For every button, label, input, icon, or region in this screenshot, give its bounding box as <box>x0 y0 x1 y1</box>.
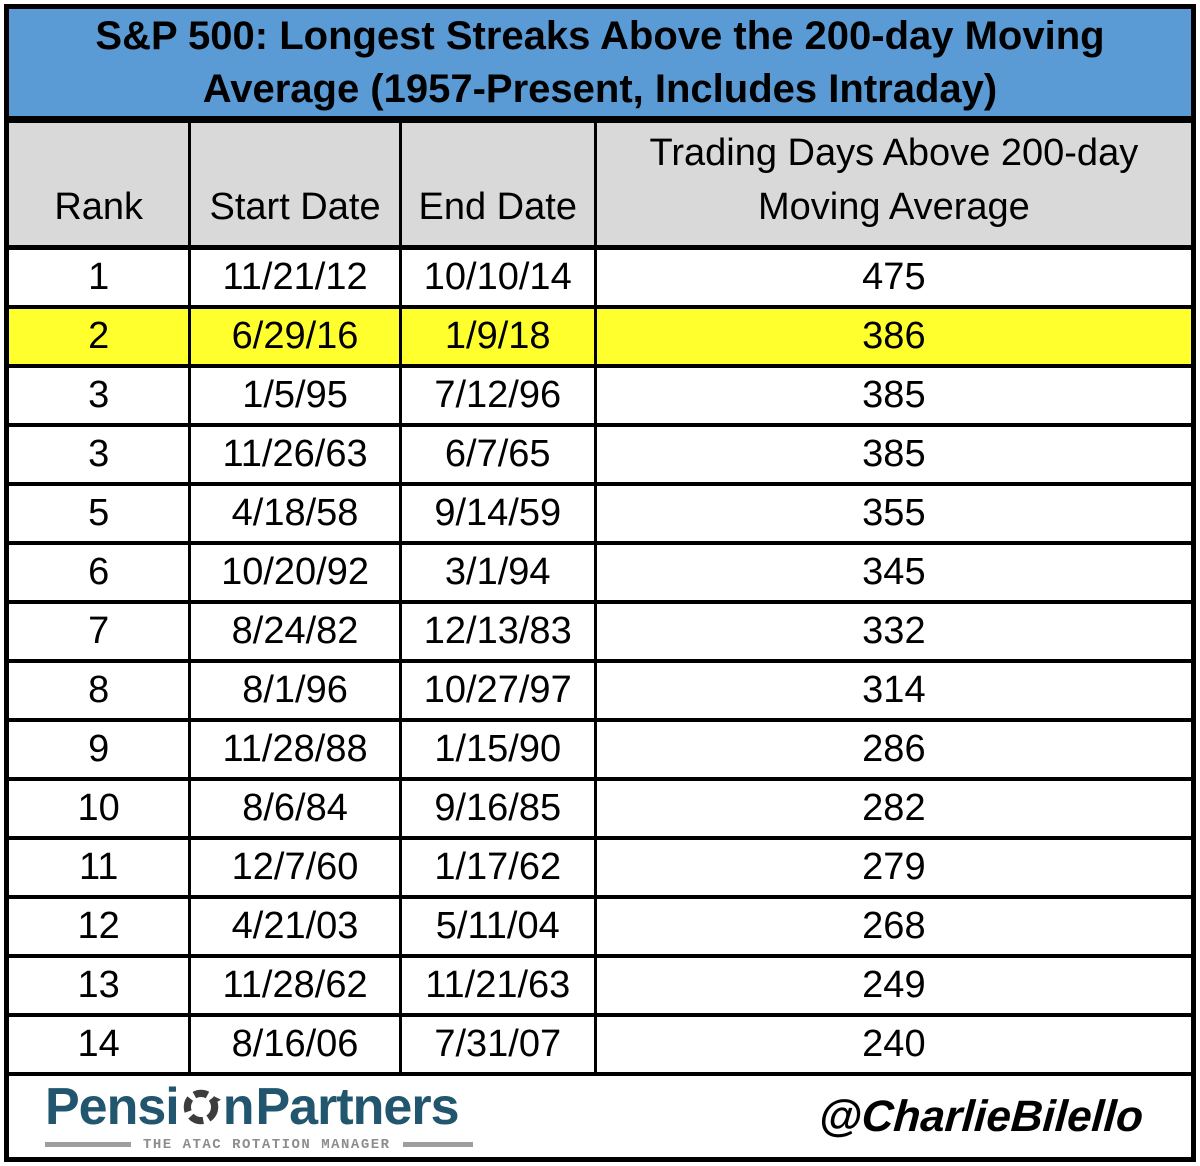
days-cell: 249 <box>593 954 1191 1017</box>
start-date-cell: 11/26/63 <box>188 423 402 486</box>
trading-days-header-line1: Trading Days Above 200-day <box>649 132 1139 175</box>
rank-cell: 7 <box>9 600 192 663</box>
end-date-cell: 6/7/65 <box>398 423 597 486</box>
days-cell: 332 <box>593 600 1191 663</box>
rank-cell: 1 <box>9 245 192 309</box>
days-cell: 240 <box>593 1013 1191 1076</box>
end-date-cell: 10/27/97 <box>398 659 597 722</box>
days-cell: 385 <box>593 423 1191 486</box>
start-date-cell: 8/1/96 <box>188 659 402 722</box>
rank-column-header: Rank <box>9 120 192 250</box>
tagline-right-rule <box>402 1142 473 1147</box>
rank-cell: 10 <box>9 777 192 840</box>
table-row: 1 11/21/12 10/10/14 475 <box>9 245 1191 309</box>
end-date-cell: 12/13/83 <box>398 600 597 663</box>
logo-text-part3: Partners <box>255 1077 460 1136</box>
end-date-cell: 7/12/96 <box>398 364 597 427</box>
table-row: 8 8/1/96 10/27/97 314 <box>9 659 1191 722</box>
tagline-left-rule <box>45 1142 131 1147</box>
rank-cell: 12 <box>9 895 192 958</box>
end-date-column-header: End Date <box>398 120 597 250</box>
start-date-cell: 11/28/62 <box>188 954 402 1017</box>
rotation-arrows-icon <box>183 1089 221 1124</box>
table-body: 1 11/21/12 10/10/14 475 2 6/29/16 1/9/18… <box>9 245 1191 1076</box>
chart-title-line2: Average (1957-Present, Includes Intraday… <box>202 66 998 111</box>
end-date-cell: 10/10/14 <box>398 245 597 309</box>
rank-cell: 11 <box>9 836 192 899</box>
table-row: 11 12/7/60 1/17/62 279 <box>9 836 1191 899</box>
days-cell: 286 <box>593 718 1191 781</box>
days-cell: 345 <box>593 541 1191 604</box>
end-date-cell: 1/15/90 <box>398 718 597 781</box>
table-row: 6 10/20/92 3/1/94 345 <box>9 541 1191 604</box>
start-date-cell: 10/20/92 <box>188 541 402 604</box>
end-date-cell: 11/21/63 <box>398 954 597 1017</box>
start-date-cell: 8/16/06 <box>188 1013 402 1076</box>
start-date-cell: 8/6/84 <box>188 777 402 840</box>
start-date-column-header: Start Date <box>188 120 402 250</box>
rank-cell: 13 <box>9 954 192 1017</box>
table-row: 9 11/28/88 1/15/90 286 <box>9 718 1191 781</box>
streaks-table: Rank Start Date End Date Trading Days Ab… <box>9 120 1191 1076</box>
logo-wordmark: Pensi n Partners <box>45 1081 473 1133</box>
table-row: 2 6/29/16 1/9/18 386 <box>9 305 1191 368</box>
end-date-cell: 9/14/59 <box>398 482 597 545</box>
table-row: 10 8/6/84 9/16/85 282 <box>9 777 1191 840</box>
rank-cell: 2 <box>9 305 192 368</box>
table-graphic: S&P 500: Longest Streaks Above the 200-d… <box>4 4 1196 1162</box>
start-date-cell: 6/29/16 <box>188 305 402 368</box>
rank-cell: 5 <box>9 482 192 545</box>
table-row: 14 8/16/06 7/31/07 240 <box>9 1013 1191 1076</box>
end-date-cell: 1/9/18 <box>398 305 597 368</box>
rank-cell: 3 <box>9 423 192 486</box>
rank-cell: 14 <box>9 1013 192 1076</box>
table-row: 3 1/5/95 7/12/96 385 <box>9 364 1191 427</box>
logo-text-part2: n <box>222 1077 255 1136</box>
start-date-cell: 4/21/03 <box>188 895 402 958</box>
chart-title: S&P 500: Longest Streaks Above the 200-d… <box>9 9 1191 120</box>
start-date-cell: 4/18/58 <box>188 482 402 545</box>
start-date-cell: 1/5/95 <box>188 364 402 427</box>
table-row: 12 4/21/03 5/11/04 268 <box>9 895 1191 958</box>
end-date-cell: 9/16/85 <box>398 777 597 840</box>
logo-text-part1: Pensi <box>45 1077 180 1136</box>
days-cell: 282 <box>593 777 1191 840</box>
days-cell: 268 <box>593 895 1191 958</box>
days-cell: 386 <box>593 305 1191 368</box>
trading-days-header-line2: Moving Average <box>757 186 1030 229</box>
table-row: 3 11/26/63 6/7/65 385 <box>9 423 1191 486</box>
days-cell: 355 <box>593 482 1191 545</box>
rank-cell: 6 <box>9 541 192 604</box>
start-date-cell: 11/21/12 <box>188 245 402 309</box>
end-date-cell: 1/17/62 <box>398 836 597 899</box>
logo-tagline: THE ATAC ROTATION MANAGER <box>143 1136 391 1153</box>
rank-cell: 9 <box>9 718 192 781</box>
days-cell: 279 <box>593 836 1191 899</box>
pension-partners-logo: Pensi n Partners THE ATAC ROTATION MANAG… <box>45 1081 473 1153</box>
days-cell: 314 <box>593 659 1191 722</box>
table-row: 13 11/28/62 11/21/63 249 <box>9 954 1191 1017</box>
rank-cell: 8 <box>9 659 192 722</box>
end-date-cell: 7/31/07 <box>398 1013 597 1076</box>
table-row: 7 8/24/82 12/13/83 332 <box>9 600 1191 663</box>
end-date-cell: 3/1/94 <box>398 541 597 604</box>
header-row: Rank Start Date End Date Trading Days Ab… <box>9 120 1191 250</box>
chart-title-line1: S&P 500: Longest Streaks Above the 200-d… <box>95 13 1105 58</box>
start-date-cell: 12/7/60 <box>188 836 402 899</box>
rank-cell: 3 <box>9 364 192 427</box>
days-cell: 475 <box>593 245 1191 309</box>
days-cell: 385 <box>593 364 1191 427</box>
footer: Pensi n Partners THE ATAC ROTATION MANAG… <box>9 1076 1191 1157</box>
end-date-cell: 5/11/04 <box>398 895 597 958</box>
trading-days-column-header: Trading Days Above 200-day Moving Averag… <box>593 120 1191 250</box>
logo-tagline-row: THE ATAC ROTATION MANAGER <box>45 1137 473 1153</box>
twitter-handle: @CharlieBilello <box>817 1091 1145 1141</box>
start-date-cell: 8/24/82 <box>188 600 402 663</box>
start-date-cell: 11/28/88 <box>188 718 402 781</box>
table-row: 5 4/18/58 9/14/59 355 <box>9 482 1191 545</box>
